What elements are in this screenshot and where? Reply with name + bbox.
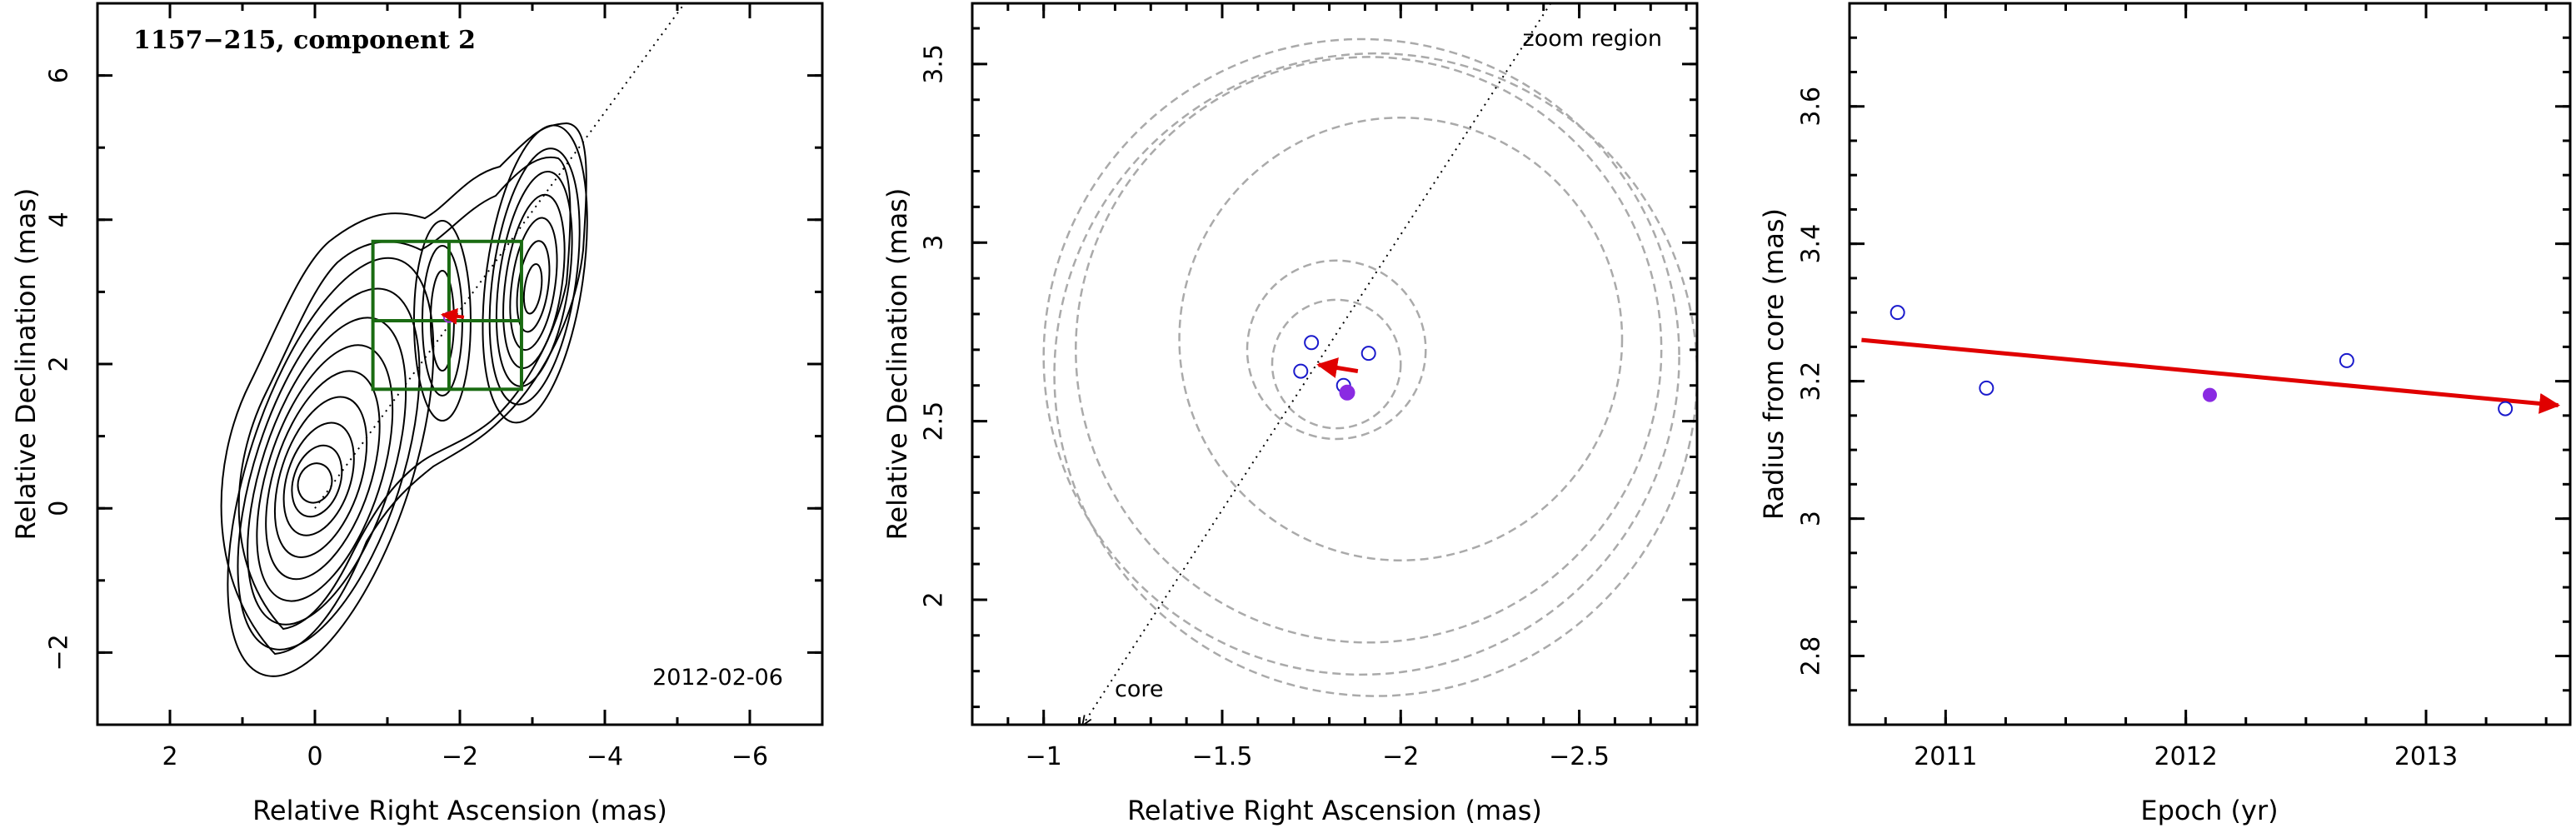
panel1-frame: [96, 2, 824, 726]
panel2-y-tick-label: 2.5: [920, 402, 949, 441]
data-point-open: [1979, 380, 1994, 396]
jet-axis-line: [314, 2, 686, 509]
panel3-y-tick-label: 2.8: [1797, 636, 1826, 676]
jet-outer-contour: [220, 122, 587, 656]
panel1-y-tick-label: 2: [45, 356, 74, 372]
panel1-x-tick-label: −6: [731, 742, 768, 771]
panel3-x-tick-label: 2011: [1914, 742, 1977, 771]
panel2-y-tick-label: 2: [920, 591, 949, 607]
panel1-y-tick-label: −2: [45, 634, 74, 671]
uncertainty-circle: [1042, 37, 1680, 676]
core-contour: [227, 257, 435, 677]
panel2-corner-label: zoom region: [1523, 26, 1662, 52]
data-point-open: [1890, 305, 1905, 321]
panel3-y-tick-label: 3.6: [1797, 87, 1826, 127]
outer-knot-contour: [488, 147, 581, 406]
data-point-open: [1360, 346, 1376, 362]
panel1-x-tick-label: 2: [162, 742, 177, 771]
panel1-date-label: 2012-02-06: [652, 665, 783, 691]
panel3-y-tick-label: 3: [1797, 511, 1826, 526]
panel2-y-axis-label: Relative Declination (mas): [881, 188, 913, 541]
panel1-x-tick-label: −4: [587, 742, 623, 771]
jet-outer-contour: [237, 156, 572, 631]
core-contour: [297, 462, 333, 504]
panel1-y-tick-label: 6: [45, 67, 74, 83]
panel1-x-axis-label: Relative Right Ascension (mas): [252, 795, 667, 826]
core-contour: [291, 444, 343, 518]
core-contour: [282, 421, 355, 536]
outer-knot-contour: [516, 240, 551, 333]
panel2-x-tick-label: −2.5: [1549, 742, 1610, 771]
panel2-x-tick-label: −2: [1382, 742, 1419, 771]
data-point-open: [1304, 335, 1320, 351]
panel3-y-tick-label: 3.2: [1797, 362, 1826, 402]
motion-arrow: [1316, 357, 1359, 378]
panel3-x-tick-label: 2012: [2154, 742, 2217, 771]
jet-axis-line: [1083, 2, 1552, 725]
panel2-x-axis-label: Relative Right Ascension (mas): [1127, 795, 1542, 826]
panel3-y-tick-label: 3.4: [1797, 224, 1826, 264]
data-point-open: [2339, 352, 2354, 368]
data-point-open: [2498, 401, 2514, 416]
panel3-frame: [1848, 2, 2572, 726]
outer-knot-contour: [509, 217, 558, 352]
motion-arrow: [440, 307, 465, 325]
panel2-x-tick-label: −1.5: [1192, 742, 1253, 771]
panel3-x-tick-label: 2013: [2394, 742, 2458, 771]
panel1-y-tick-label: 0: [45, 501, 74, 516]
core-contour: [273, 396, 368, 558]
panel2-frame: [971, 2, 1699, 726]
uncertainty-circle: [1178, 117, 1624, 561]
panel1-y-tick-label: 4: [45, 212, 74, 227]
panel1-title: 1157−215, component 2: [133, 26, 476, 55]
uncertainty-circle: [1271, 298, 1402, 430]
panel2-core-label: core: [1115, 676, 1163, 702]
panel-radius-vs-epoch: 2011 2012 2013 2.8 3 3.2 3.4 3.6 Epoch (yr) Rad…: [1758, 2, 2572, 826]
fit-line: [1861, 337, 2561, 414]
panel1-x-tick-label: 0: [307, 742, 322, 771]
panel-zoom-region: −1 −1.5 −2 −2.5 2 2.5 3 3.5 zoom region core Re…: [881, 2, 1699, 826]
uncertainty-circle: [1075, 56, 1663, 644]
panel1-x-tick-label: −2: [442, 742, 478, 771]
uncertainty-circle: [1053, 52, 1699, 697]
panel3-x-axis-label: Epoch (yr): [2140, 795, 2278, 826]
panel2-x-tick-label: −1: [1026, 742, 1062, 771]
data-point-open: [1293, 363, 1309, 379]
panel2-y-tick-label: 3: [920, 235, 949, 251]
panel3-y-axis-label: Radius from core (mas): [1758, 208, 1790, 520]
outer-knot-contour: [495, 171, 573, 387]
core-contour: [265, 370, 381, 581]
core-contour: [256, 344, 394, 602]
data-point-filled: [1339, 384, 1355, 401]
panel2-y-tick-label: 3.5: [920, 44, 949, 84]
uncertainty-circle: [1246, 259, 1427, 441]
panel1-y-axis-label: Relative Declination (mas): [10, 188, 42, 541]
outer-knot-contour: [522, 263, 543, 315]
data-point-filled: [2203, 387, 2217, 402]
zoom-box: [371, 239, 523, 392]
outer-knot-contour: [482, 124, 588, 424]
panel-contour-map: 2 0 −2 −4 −6 −2 0 2 4 6 1157−215, component 2 201…: [10, 2, 824, 826]
